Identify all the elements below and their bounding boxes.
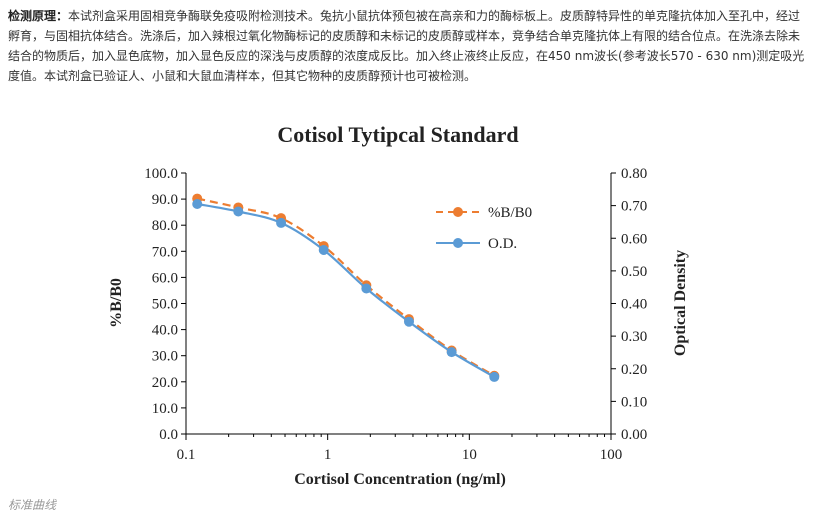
y-tick-label: 20.0 bbox=[152, 375, 178, 391]
y-tick-label: 60.0 bbox=[152, 270, 178, 286]
description-heading: 检测原理： bbox=[8, 9, 69, 23]
legend: %B/B0 O.D. bbox=[436, 205, 532, 252]
y2-tick-label: 0.70 bbox=[621, 199, 647, 215]
description-paragraph: 检测原理：本试剂盒采用固相竞争酶联免疫吸附检测技术。兔抗小鼠抗体预包被在高亲和力… bbox=[8, 6, 808, 86]
y2-tick-label: 0.30 bbox=[621, 329, 647, 345]
series-2-point bbox=[489, 371, 500, 382]
legend-label-series-1: %B/B0 bbox=[488, 205, 532, 221]
y2-axis-label: Optical Density bbox=[672, 250, 689, 356]
series-2-point bbox=[192, 198, 203, 209]
standard-curve-chart: Cotisol Tytipcal Standard 0.0 10.0 20.0 30.… bbox=[108, 122, 689, 488]
y-axis-label: %B/B0 bbox=[108, 278, 125, 328]
y2-tick-label: 0.10 bbox=[621, 394, 647, 410]
plot-series bbox=[192, 193, 500, 382]
y2-tick-label: 0.20 bbox=[621, 362, 647, 378]
x-axis-label: Cortisol Concentration (ng/ml) bbox=[294, 471, 506, 488]
y-tick-label: 10.0 bbox=[152, 401, 178, 417]
y-tick-label: 30.0 bbox=[152, 349, 178, 365]
y2-tick-label: 0.50 bbox=[621, 264, 647, 280]
series-2-point bbox=[318, 244, 329, 255]
y-tick-label: 40.0 bbox=[152, 323, 178, 339]
y2-tick-label: 0.60 bbox=[621, 231, 647, 247]
x-tick-label: 1 bbox=[324, 447, 332, 463]
x-tick-label: 0.1 bbox=[177, 447, 196, 463]
description-body: 本试剂盒采用固相竞争酶联免疫吸附检测技术。兔抗小鼠抗体预包被在高亲和力的酶标板上… bbox=[8, 9, 805, 83]
series-2-point bbox=[233, 206, 244, 217]
y2-tick-label: 0.00 bbox=[621, 427, 647, 443]
series-2-point bbox=[446, 347, 457, 358]
figure-caption: 标准曲线 bbox=[8, 498, 57, 512]
legend-marker-series-2 bbox=[453, 238, 463, 248]
series-2-point bbox=[361, 283, 372, 294]
series-2-point bbox=[403, 316, 414, 327]
x-tick-label: 10 bbox=[462, 447, 477, 463]
y-tick-label: 70.0 bbox=[152, 244, 178, 260]
y-tick-label: 90.0 bbox=[152, 192, 178, 208]
y2-tick-label: 0.80 bbox=[621, 166, 647, 182]
legend-label-series-2: O.D. bbox=[488, 236, 517, 252]
series-2-point bbox=[276, 217, 287, 228]
legend-marker-series-1 bbox=[453, 207, 463, 217]
x-tick-label: 100 bbox=[600, 447, 623, 463]
axes: 0.0 10.0 20.0 30.0 40.0 50.0 60.0 70.0 80.0 90.0 1… bbox=[144, 166, 647, 463]
chart-title: Cotisol Tytipcal Standard bbox=[277, 122, 518, 147]
y2-tick-label: 0.40 bbox=[621, 297, 647, 313]
y-tick-label: 80.0 bbox=[152, 218, 178, 234]
y-tick-label: 100.0 bbox=[144, 166, 178, 182]
y-tick-label: 50.0 bbox=[152, 297, 178, 313]
y-tick-label: 0.0 bbox=[159, 427, 178, 443]
